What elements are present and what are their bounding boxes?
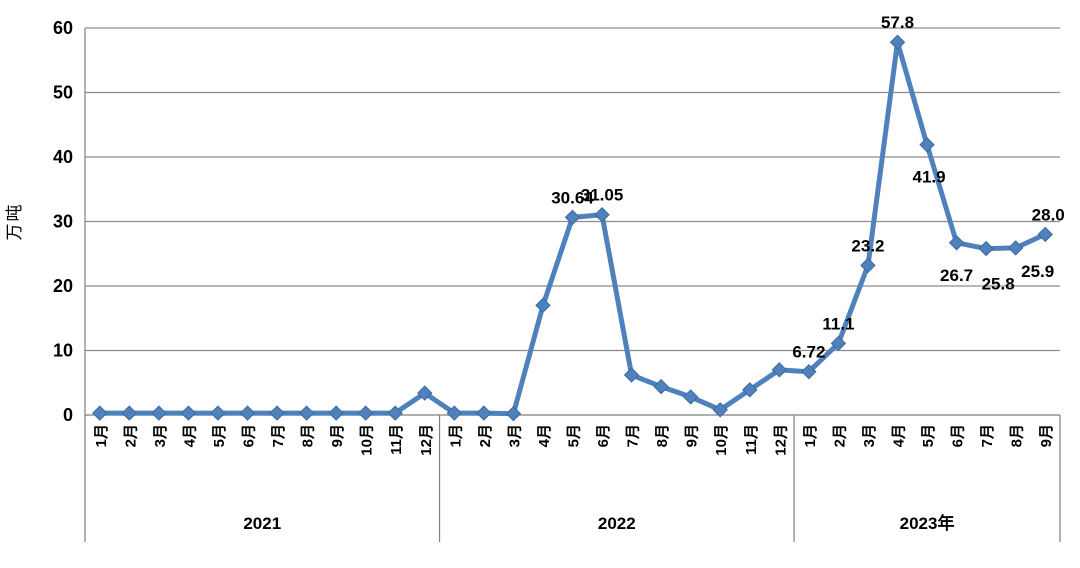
month-tick-label: 6月 [595, 424, 612, 447]
month-tick-label: 7月 [979, 424, 996, 447]
month-tick-label: 5月 [566, 424, 583, 447]
month-tick-label: 1月 [93, 424, 110, 447]
month-tick-label: 3月 [861, 424, 878, 447]
month-tick-label: 9月 [1038, 424, 1055, 447]
data-point-marker [594, 207, 610, 223]
data-point-marker [446, 405, 463, 421]
y-tick-label: 40 [53, 147, 73, 167]
y-tick-label: 0 [63, 405, 73, 425]
month-tick-label: 7月 [625, 424, 642, 447]
data-point-label: 25.8 [982, 275, 1015, 294]
year-label: 2022 [598, 514, 636, 533]
month-tick-label: 5月 [211, 424, 228, 447]
month-tick-label: 4月 [181, 424, 198, 447]
month-tick-label: 12月 [418, 424, 435, 456]
data-point-label: 30.64 [551, 188, 594, 207]
data-point-marker [269, 405, 285, 421]
data-point-marker [1037, 226, 1053, 243]
month-tick-label: 2月 [831, 424, 848, 447]
data-point-label: 11.1 [822, 314, 854, 333]
data-point-marker [387, 405, 403, 421]
data-point-label: 57.8 [881, 13, 914, 32]
month-tick-label: 9月 [684, 424, 701, 447]
month-tick-label: 2月 [477, 424, 494, 447]
month-tick-label: 11月 [388, 424, 405, 455]
data-point-marker [1007, 240, 1024, 256]
month-tick-label: 8月 [654, 424, 671, 447]
y-tick-label: 60 [53, 18, 73, 38]
data-point-label: 26.7 [940, 266, 973, 285]
data-point-marker [239, 405, 256, 421]
month-tick-label: 10月 [713, 424, 730, 456]
data-point-marker [860, 257, 876, 274]
data-point-marker [505, 406, 522, 422]
data-point-marker [210, 405, 226, 421]
y-tick-label: 20 [53, 276, 73, 296]
month-tick-label: 6月 [950, 424, 967, 447]
data-point-marker [771, 362, 788, 378]
data-point-label: 6.72 [792, 343, 825, 362]
year-label: 2021 [243, 514, 281, 533]
data-point-label: 31.05 [581, 186, 624, 205]
y-tick-label: 10 [53, 341, 73, 361]
data-point-marker [92, 405, 108, 421]
data-point-marker [151, 405, 167, 421]
data-point-marker [417, 385, 433, 401]
month-tick-label: 1月 [802, 424, 819, 447]
year-label: 2023年 [900, 513, 955, 533]
data-point-marker [948, 235, 965, 251]
data-line [97, 39, 1048, 417]
month-tick-label: 3月 [152, 424, 169, 447]
month-tick-label: 11月 [743, 424, 760, 455]
y-tick-label: 30 [53, 212, 73, 232]
data-point-marker [801, 363, 817, 380]
data-point-label: 25.9 [1021, 262, 1054, 281]
data-point-marker [328, 405, 344, 421]
data-point-marker [298, 405, 315, 421]
month-tick-label: 12月 [772, 424, 789, 456]
month-tick-label: 7月 [270, 424, 287, 447]
month-tick-label: 4月 [536, 424, 553, 447]
data-point-label: 41.9 [912, 168, 945, 187]
data-point-label: 28.0 [1032, 205, 1065, 224]
data-point-marker [564, 209, 581, 226]
data-point-marker [535, 297, 551, 314]
data-point-marker [830, 335, 847, 352]
month-tick-label: 1月 [447, 424, 464, 447]
data-point-marker [889, 34, 906, 50]
data-point-marker [476, 405, 492, 421]
y-tick-label: 50 [53, 83, 73, 103]
data-point-marker [623, 367, 640, 383]
month-tick-label: 8月 [1009, 424, 1026, 447]
month-tick-label: 2月 [122, 424, 139, 447]
y-axis-title: 万吨 [5, 203, 24, 241]
data-point-marker [653, 378, 669, 395]
data-point-marker [121, 405, 138, 421]
data-point-marker [180, 405, 197, 421]
month-tick-label: 5月 [920, 424, 937, 447]
data-point-marker [712, 402, 728, 418]
month-tick-label: 6月 [241, 424, 258, 447]
data-point-label: 23.2 [851, 236, 884, 255]
data-point-marker [357, 405, 374, 421]
data-point-marker [742, 382, 758, 398]
month-tick-label: 9月 [329, 424, 346, 447]
data-point-marker [682, 389, 699, 405]
month-tick-label: 4月 [891, 424, 908, 447]
month-tick-label: 8月 [300, 424, 317, 447]
month-tick-label: 3月 [506, 424, 523, 447]
month-tick-label: 10月 [359, 424, 376, 456]
data-point-marker [919, 137, 935, 153]
data-point-marker [978, 240, 994, 257]
